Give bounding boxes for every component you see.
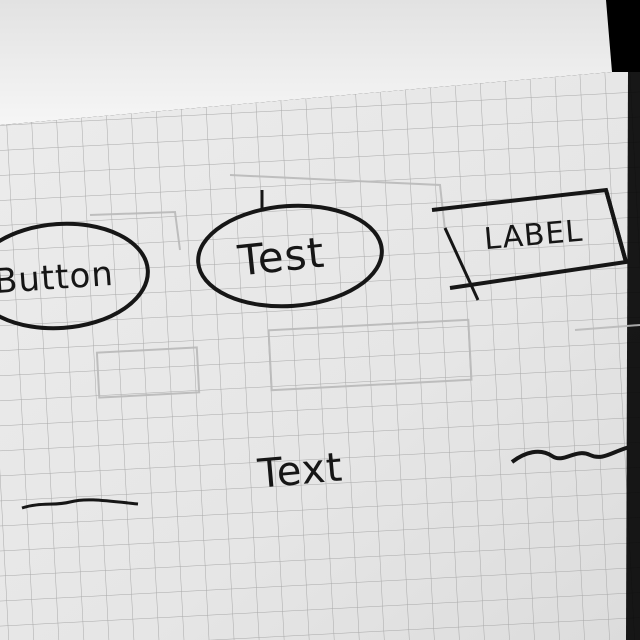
ghost-sketches [89,174,640,399]
text-sketch-label: Text [256,444,345,498]
paper-top-strip [0,0,612,125]
test-sketch-label: Test [235,227,328,286]
squiggle-right [510,443,640,464]
button-sketch-label: Button [0,253,116,303]
label-rectangle [431,187,629,301]
grid-paper [0,72,640,640]
button-oval [0,221,150,331]
test-oval [196,203,384,309]
paper-right-edge [626,72,640,640]
squiggle-left [21,498,139,510]
